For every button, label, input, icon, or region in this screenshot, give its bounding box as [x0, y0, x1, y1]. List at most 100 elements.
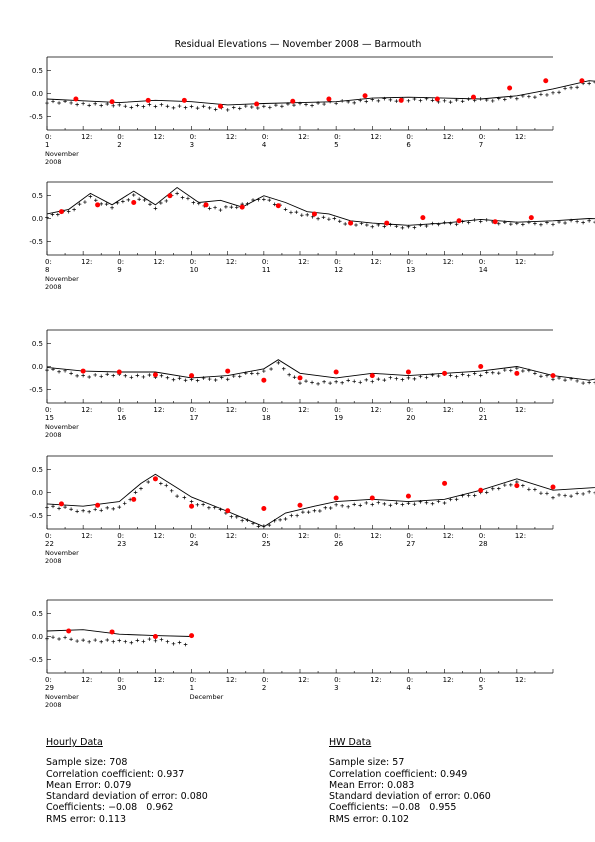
- hw-point: [217, 103, 223, 109]
- day-label: 4: [406, 684, 411, 692]
- hourly-obs-marker: [195, 378, 200, 383]
- hourly-obs-marker: [515, 96, 519, 101]
- hw-point: [550, 484, 556, 490]
- hourly-obs-marker: [418, 98, 423, 103]
- x-tick-label: 12:: [515, 676, 526, 684]
- hourly-obs-marker: [256, 524, 261, 529]
- hourly-obs-marker: [298, 381, 302, 385]
- hw-point: [58, 209, 64, 215]
- hw-point: [348, 220, 354, 226]
- hourly-obs-marker: [295, 513, 299, 518]
- hourly-obs-marker: [171, 377, 176, 382]
- hourly-obs-marker: [267, 198, 272, 202]
- hw-point: [261, 505, 267, 511]
- hourly-obs-marker: [376, 500, 381, 505]
- hourly-obs-marker: [189, 104, 194, 109]
- hourly-obs-marker: [225, 108, 230, 112]
- hourly-obs-marker: [262, 197, 266, 202]
- hw-point: [189, 373, 195, 379]
- hourly-obs-marker: [563, 86, 567, 91]
- hourly-obs-marker: [45, 368, 49, 372]
- hw-point: [326, 96, 332, 102]
- x-tick-label: 12:: [226, 532, 237, 540]
- x-tick-label: 12:: [153, 258, 164, 266]
- hw-point: [131, 200, 137, 206]
- hourly-obs-marker: [322, 102, 326, 106]
- hourly-obs-marker: [123, 373, 128, 378]
- hourly-obs-marker: [105, 638, 110, 642]
- hourly-obs-marker: [57, 506, 61, 511]
- hourly-obs-marker: [126, 198, 131, 202]
- day-label: 30: [117, 684, 126, 692]
- hourly-obs-marker: [430, 373, 435, 377]
- hourly-obs-marker: [358, 503, 363, 508]
- hw-point: [456, 218, 462, 224]
- hourly-obs-marker: [346, 100, 350, 104]
- hourly-obs-marker: [63, 505, 67, 509]
- x-tick-label: 12:: [443, 406, 454, 414]
- hourly-obs-marker: [448, 497, 453, 502]
- hourly-obs-marker: [304, 102, 308, 107]
- hourly-obs-marker: [533, 221, 537, 226]
- day-label: 16: [117, 414, 126, 422]
- hourly-obs-marker: [496, 221, 501, 226]
- hourly-obs-marker: [135, 638, 140, 643]
- hourly-obs-marker: [365, 223, 369, 227]
- y-tick-label: 0.5: [32, 610, 43, 618]
- hourly-obs-marker: [197, 201, 201, 206]
- x-tick-label: 0:: [479, 532, 486, 540]
- x-tick-label: 0:: [190, 676, 197, 684]
- x-tick-label: 0:: [406, 406, 413, 414]
- hourly-obs-marker: [340, 380, 344, 385]
- hourly-obs-marker: [289, 210, 293, 215]
- hourly-obs-marker: [183, 378, 188, 383]
- hw-stat-line: Coefficients: −0.08 0.955: [329, 802, 457, 814]
- x-tick-label: 12:: [153, 532, 164, 540]
- day-label: 25: [262, 540, 271, 548]
- hourly-obs-marker: [129, 375, 134, 380]
- hourly-obs-marker: [177, 640, 182, 645]
- hourly-obs-marker: [99, 639, 104, 644]
- hourly-obs-marker: [533, 487, 537, 492]
- hourly-obs-marker: [436, 374, 441, 378]
- hourly-obs-marker: [286, 102, 290, 106]
- hw-point: [275, 203, 281, 209]
- x-tick-label: 0:: [406, 133, 413, 141]
- day-label: 17: [190, 414, 199, 422]
- hourly-obs-marker: [117, 103, 122, 107]
- hourly-obs-marker: [563, 378, 567, 382]
- hourly-obs-marker: [515, 221, 519, 226]
- hourly-obs-marker: [442, 220, 447, 225]
- month-label: November: [45, 150, 79, 158]
- hourly-obs-marker: [478, 219, 483, 224]
- hourly-obs-marker: [496, 486, 501, 491]
- hourly-obs-marker: [51, 367, 55, 372]
- hourly-obs-marker: [527, 94, 531, 99]
- day-label: 28: [479, 540, 488, 548]
- hourly-obs-marker: [388, 222, 393, 227]
- hw-point: [333, 495, 339, 501]
- chart-panel: 0.5 0.0 -0.5 0: 12: 0: 12: 0: 12: 0: 12: 0: 12: 0: 12:…: [29, 455, 595, 565]
- hourly-obs-marker: [75, 639, 79, 643]
- month-label: November: [45, 275, 79, 283]
- x-tick-label: 12:: [153, 406, 164, 414]
- hourly-obs-marker: [466, 220, 471, 225]
- hourly-obs-marker: [81, 638, 85, 642]
- hourly-obs-marker: [527, 220, 531, 225]
- hourly-obs-marker: [224, 205, 228, 209]
- x-tick-label: 0:: [190, 532, 197, 540]
- hourly-obs-marker: [105, 506, 110, 510]
- x-tick-label: 12:: [226, 258, 237, 266]
- hourly-obs-marker: [69, 507, 73, 512]
- hw-point: [95, 502, 101, 508]
- hourly-obs-marker: [81, 508, 85, 513]
- hourly-obs-marker: [394, 501, 399, 506]
- y-tick-label: 0.5: [32, 192, 43, 200]
- hourly-obs-marker: [563, 221, 567, 225]
- year-label: 2008: [45, 557, 62, 565]
- hourly-obs-marker: [207, 106, 212, 110]
- hourly-obs-marker: [169, 488, 174, 493]
- hourly-obs-marker: [219, 375, 224, 380]
- hourly-obs-marker: [539, 222, 543, 227]
- hourly-obs-marker: [484, 370, 489, 375]
